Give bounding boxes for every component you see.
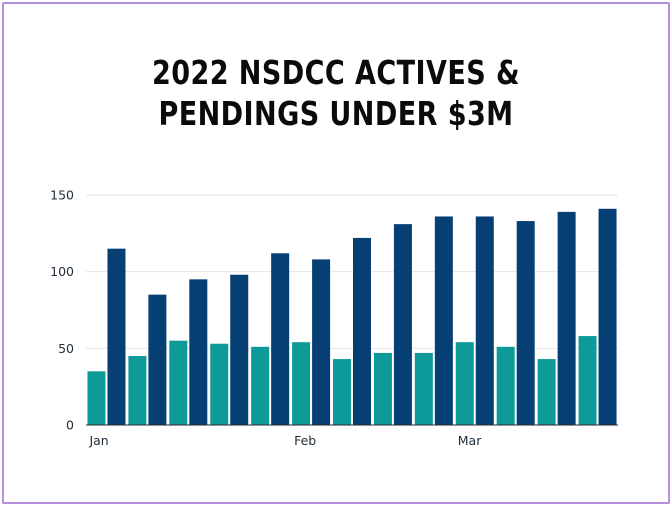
- bar-series-2: [148, 294, 167, 425]
- bar-series-1: [537, 359, 556, 425]
- bar-series-1: [455, 342, 474, 425]
- bar-series-1: [210, 343, 229, 425]
- bar-series-2: [107, 248, 126, 425]
- bar-series-2: [189, 279, 208, 425]
- bar-series-1: [373, 352, 392, 425]
- bar-series-2: [598, 208, 617, 425]
- bar-series-1: [414, 352, 433, 425]
- bar-series-1: [251, 346, 270, 425]
- bar-series-1: [169, 340, 188, 425]
- bar-series-2: [393, 224, 412, 425]
- bar-series-1: [292, 342, 311, 425]
- bar-series-1: [496, 346, 515, 425]
- bar-series-1: [578, 336, 597, 425]
- y-tick-label: 50: [58, 341, 74, 356]
- bar-series-2: [557, 211, 576, 425]
- chart-title-line-2: PENDINGS UNDER $3M: [158, 94, 514, 133]
- y-tick-label: 0: [66, 418, 74, 433]
- bar-series-2: [516, 221, 535, 425]
- bar-series-2: [353, 237, 371, 425]
- bar-series-2: [312, 259, 331, 425]
- bar-series-1: [333, 359, 351, 425]
- bar-series-2: [475, 216, 494, 425]
- x-tick-label: Jan: [88, 433, 108, 448]
- bar-series-1: [87, 371, 106, 425]
- chart-title-line-1: 2022 NSDCC ACTIVES &: [152, 53, 520, 92]
- y-tick-label: 100: [50, 264, 74, 279]
- bar-series-2: [271, 253, 290, 425]
- bar-series-1: [128, 356, 147, 425]
- x-tick-label: Mar: [458, 433, 482, 448]
- chart-title: 2022 NSDCC ACTIVES & PENDINGS UNDER $3M: [60, 52, 611, 134]
- y-tick-label: 150: [50, 188, 74, 203]
- bar-series-2: [434, 216, 453, 425]
- x-tick-label: Feb: [294, 433, 316, 448]
- bar-series-2: [230, 274, 249, 425]
